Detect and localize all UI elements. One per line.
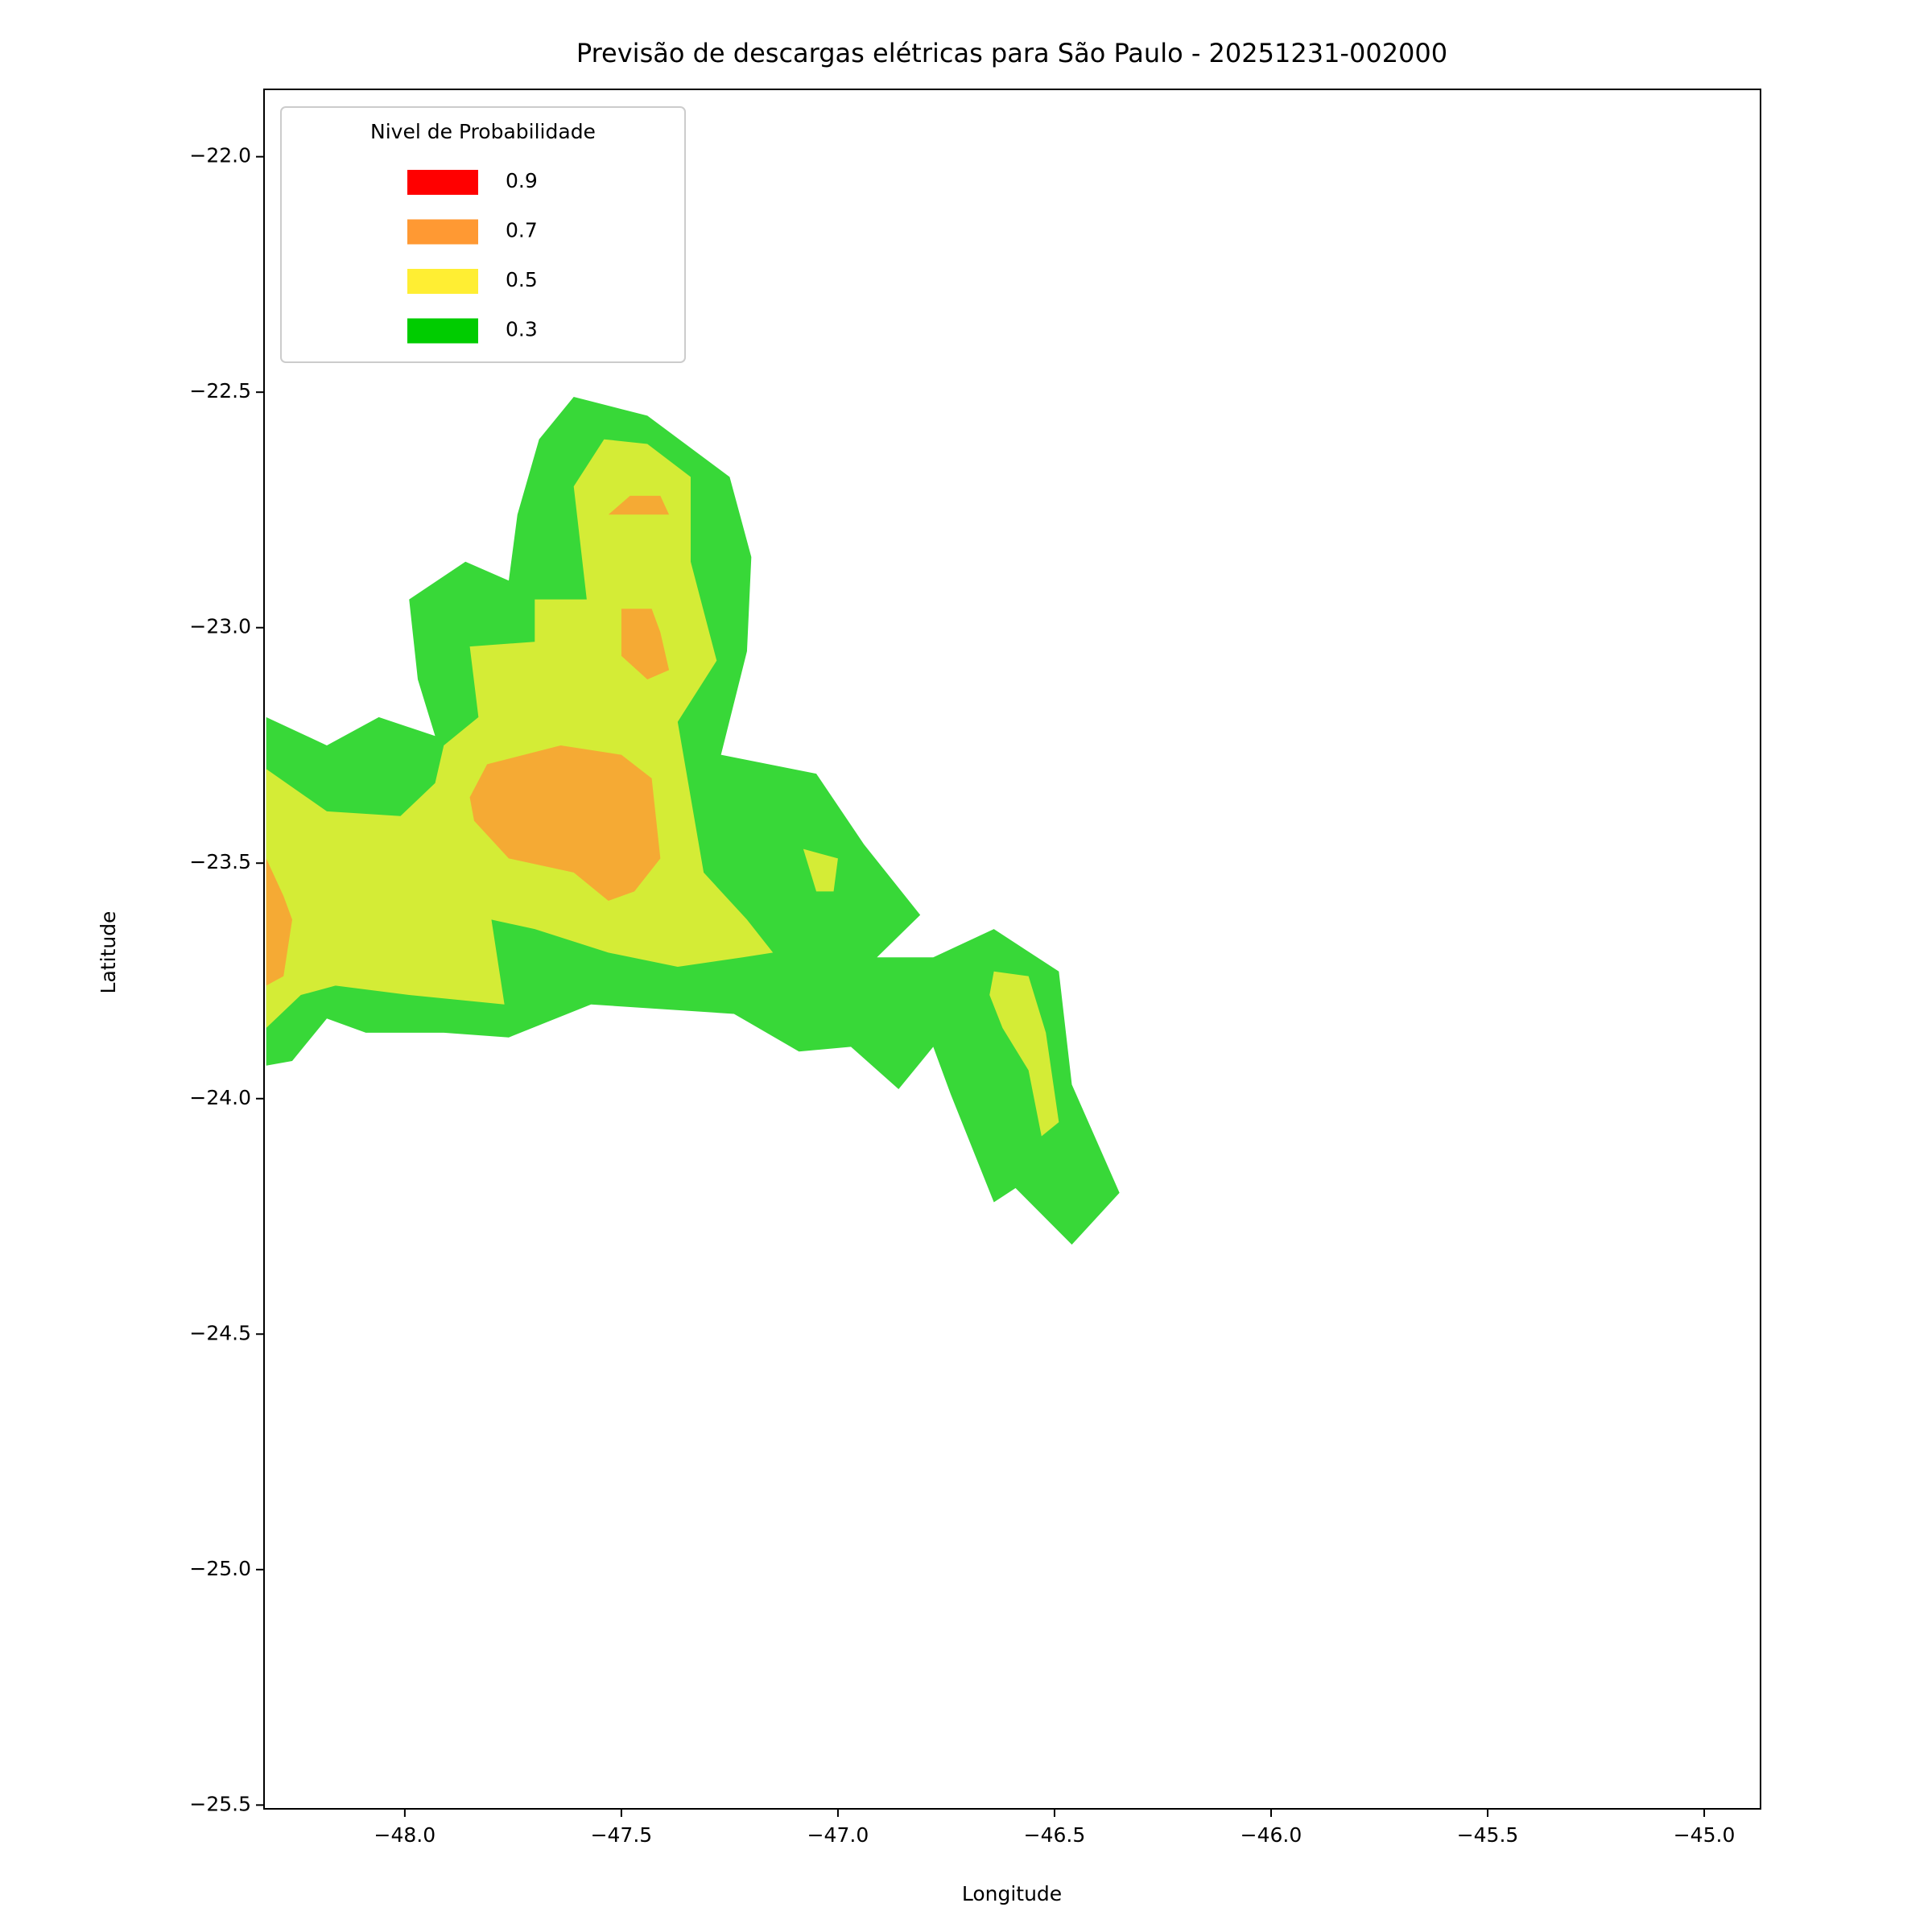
y-tick-label: −23.5 [189,850,251,873]
legend-label: 0.5 [506,268,538,291]
probability-region [621,609,670,680]
y-tick-label: −25.5 [189,1792,251,1815]
x-tick-label: −47.0 [807,1823,869,1847]
x-tick-label: −47.5 [591,1823,653,1847]
x-tick-label: −46.5 [1024,1823,1086,1847]
x-tick-label: −48.0 [374,1823,436,1847]
legend-label: 0.9 [506,169,538,192]
x-tick-label: −45.0 [1674,1823,1736,1847]
y-tick-label: −24.0 [189,1086,251,1109]
probability-region [608,495,670,515]
probability-region [989,971,1059,1137]
legend-swatch [407,269,478,294]
legend-title: Nivel de Probabilidade [370,120,596,143]
probability-region [803,848,838,892]
legend-swatch [407,219,478,245]
y-axis-label: Latitude [97,911,120,994]
legend-label: 0.3 [506,318,538,341]
chart-title: Previsão de descargas elétricas para São… [576,38,1447,68]
y-tick-label: −22.5 [189,379,251,402]
x-tick-label: −45.5 [1457,1823,1519,1847]
legend-label: 0.7 [506,219,538,242]
y-tick-label: −23.0 [189,615,251,638]
legend-swatch [407,170,478,195]
probability-region [469,745,661,902]
legend-swatch [407,318,478,344]
regions [266,397,1120,1245]
y-tick-label: −22.0 [189,144,251,167]
plot-frame [263,89,1761,1810]
legend-box [280,106,686,363]
probability-region [266,439,774,1028]
legend: Nivel de Probabilidade 0.9 0.7 0.5 0.3 [280,106,686,363]
probability-region [266,858,292,986]
x-axis-label: Longitude [962,1882,1062,1905]
x-tick-label: −46.0 [1241,1823,1302,1847]
y-tick-label: −25.0 [189,1557,251,1580]
y-tick-label: −24.5 [189,1321,251,1344]
